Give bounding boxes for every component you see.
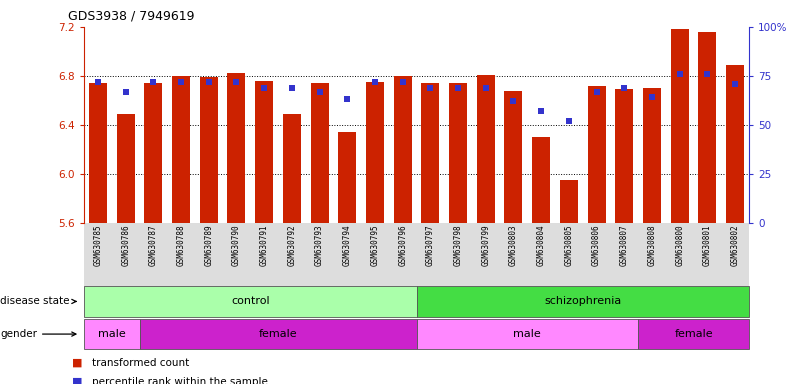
Text: male: male (98, 329, 126, 339)
Bar (505, 91, 522, 223)
Point (368, 79, 381, 85)
Bar (144, 83, 163, 223)
Text: control: control (231, 296, 270, 306)
Point (119, 88, 132, 94)
Text: disease state: disease state (0, 296, 76, 306)
Point (562, 118, 575, 124)
Bar (670, 29, 689, 223)
Point (230, 79, 243, 85)
Point (285, 84, 298, 91)
Bar (227, 73, 245, 223)
Text: gender: gender (0, 329, 76, 339)
Point (341, 96, 354, 103)
Text: percentile rank within the sample: percentile rank within the sample (92, 377, 268, 384)
Bar (283, 114, 301, 223)
Bar (117, 114, 135, 223)
Point (175, 79, 187, 85)
Bar (698, 32, 716, 223)
Bar (89, 83, 107, 223)
Bar (338, 132, 356, 223)
Bar (532, 137, 550, 223)
Point (424, 84, 437, 91)
Bar (311, 83, 328, 223)
Bar (726, 65, 744, 223)
Point (479, 84, 492, 91)
Bar (588, 86, 606, 223)
Bar (449, 83, 467, 223)
Bar (199, 77, 218, 223)
Bar (366, 82, 384, 223)
Point (535, 108, 548, 114)
Point (674, 71, 686, 77)
Bar (256, 81, 273, 223)
Text: male: male (513, 329, 541, 339)
Point (396, 79, 409, 85)
Point (452, 84, 465, 91)
Point (147, 79, 159, 85)
Point (701, 71, 714, 77)
Bar (172, 76, 190, 223)
Text: GDS3938 / 7949619: GDS3938 / 7949619 (68, 10, 195, 23)
Bar (393, 76, 412, 223)
Point (507, 98, 520, 104)
Point (203, 79, 215, 85)
Point (590, 88, 603, 94)
Point (646, 94, 658, 101)
Point (618, 84, 630, 91)
Text: female: female (674, 329, 713, 339)
Text: female: female (259, 329, 297, 339)
Bar (560, 180, 578, 223)
Point (729, 81, 742, 87)
Point (258, 84, 271, 91)
Bar (615, 89, 634, 223)
Bar (477, 74, 495, 223)
Text: schizophrenia: schizophrenia (544, 296, 622, 306)
Point (91, 79, 104, 85)
Bar (421, 83, 440, 223)
Text: ■: ■ (72, 377, 83, 384)
Bar (643, 88, 661, 223)
Text: ■: ■ (72, 358, 83, 368)
Point (313, 88, 326, 94)
Text: transformed count: transformed count (92, 358, 189, 368)
